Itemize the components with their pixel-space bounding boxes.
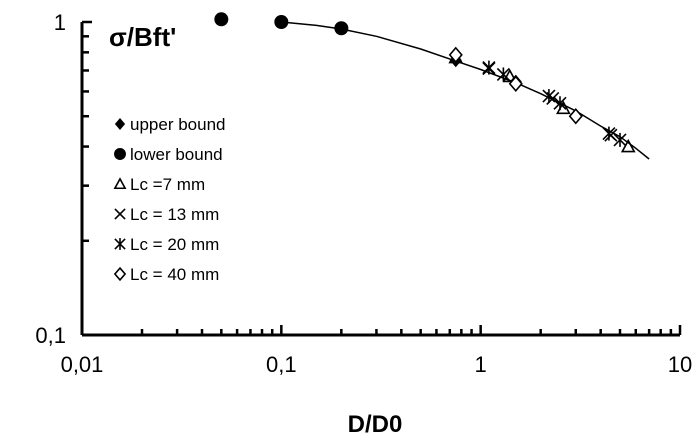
data-point-asterisk [613, 132, 627, 147]
legend-label: upper bound [130, 115, 225, 134]
legend-item: Lc = 40 mm [113, 265, 219, 284]
legend-label: lower bound [130, 145, 223, 164]
x-tick-label: 0,01 [61, 352, 104, 377]
legend-marker-triangle-open [113, 177, 127, 190]
data-point-circle-filled [334, 21, 349, 36]
data-point-diamond-open [568, 107, 583, 125]
legend: upper bound lower bound Lc =7 mm Lc = 13 mm… [113, 115, 225, 284]
data-point-diamond-open [448, 46, 463, 64]
data-point-asterisk [542, 89, 556, 104]
fit-line-group [281, 21, 650, 160]
y-tick-label: 0,1 [35, 323, 66, 348]
y-tick-label: 1 [54, 10, 66, 35]
tick-labels: 0,01 0,1 1 10 0,1 1 [35, 10, 692, 377]
y-axis-label: σ/Bft' [109, 22, 176, 52]
legend-label: Lc = 20 mm [130, 235, 219, 254]
data-point-asterisk [482, 60, 496, 75]
x-axis-label: D/D0 [348, 411, 403, 438]
data-point-circle-filled [214, 12, 229, 27]
data-markers [214, 12, 636, 153]
x-tick-label: 0,1 [266, 352, 297, 377]
legend-label: Lc =7 mm [130, 175, 205, 194]
legend-item: Lc =7 mm [113, 175, 205, 194]
legend-marker-diamond-open [113, 266, 127, 282]
legend-marker-diamond-filled [114, 118, 126, 130]
legend-label: Lc = 40 mm [130, 265, 219, 284]
data-point-asterisk [553, 96, 567, 111]
data-point-diamond-open [508, 75, 523, 92]
legend-marker-asterisk [114, 238, 126, 250]
legend-item: Lc = 13 mm [114, 205, 219, 224]
data-point-circle-filled [274, 15, 289, 29]
legend-item: upper bound [114, 115, 225, 134]
legend-item: lower bound [114, 145, 223, 164]
legend-marker-circle-filled [114, 148, 126, 160]
ticks [80, 20, 682, 337]
data-point-asterisk [496, 67, 510, 82]
data-point-asterisk [602, 126, 616, 141]
data-point-triangle-open [502, 68, 518, 83]
legend-item: Lc = 20 mm [114, 235, 219, 254]
fit-line [281, 21, 650, 160]
axes [80, 22, 680, 337]
legend-label: Lc = 13 mm [130, 205, 219, 224]
x-tick-label: 10 [668, 352, 692, 377]
legend-marker-x [114, 208, 126, 220]
x-tick-label: 1 [475, 352, 487, 377]
